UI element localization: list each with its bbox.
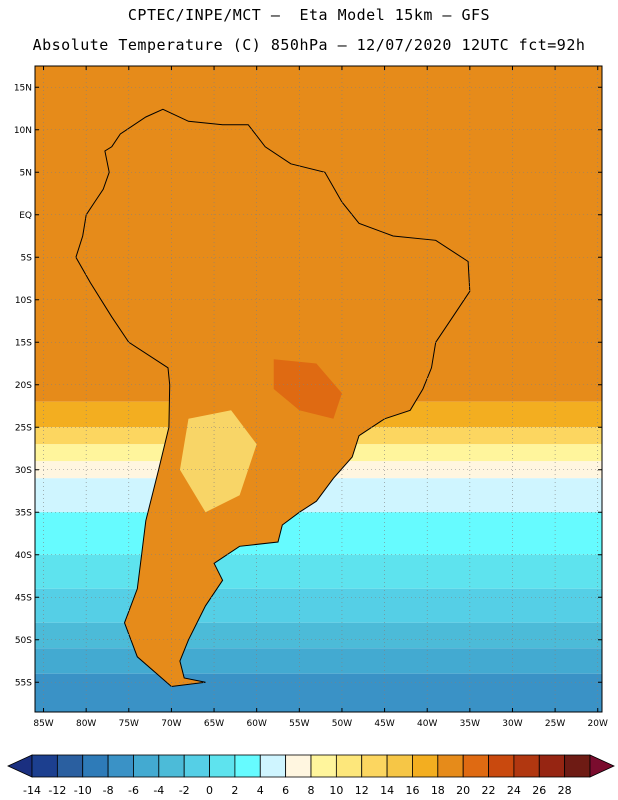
colorbar-label: -10: [74, 784, 92, 797]
lon-tick-label: 75W: [119, 719, 139, 729]
lon-tick-label: 70W: [161, 719, 181, 729]
lat-tick-label: 10N: [14, 126, 32, 136]
colorbar-label: 16: [405, 784, 419, 797]
lon-tick-label: 45W: [374, 719, 394, 729]
colorbar-label: -4: [153, 784, 164, 797]
colorbar-swatch: [538, 754, 566, 778]
lat-tick-label: 20S: [15, 381, 32, 391]
colorbar-label: 28: [558, 784, 572, 797]
colorbar-swatch: [133, 754, 160, 778]
lat-tick-label: 15N: [14, 83, 32, 93]
lon-tick-label: 35W: [460, 719, 480, 729]
lon-tick-label: 60W: [247, 719, 267, 729]
colorbar-swatch: [412, 754, 439, 778]
continent-land-fill: [75, 109, 470, 687]
colorbar-label: -6: [128, 784, 139, 797]
cold-region: [179, 410, 257, 513]
colorbar-swatch: [285, 754, 312, 778]
colorbar-swatch: [488, 754, 515, 778]
lat-tick-label: 5N: [20, 168, 32, 178]
colorbar-swatch: [234, 754, 261, 778]
lat-tick-label: 30S: [15, 466, 32, 476]
temperature-band-10: [35, 648, 602, 674]
colorbar: -14 -12 -10 -8 -6 -4 -2 0 2 4 6 8 10 12 14 16 18 20 22 24 26…: [7, 754, 615, 797]
colorbar-label: -12: [48, 784, 66, 797]
temperature-band-11: [35, 673, 602, 712]
colorbar-label: 20: [456, 784, 470, 797]
colorbar-swatch: [437, 754, 464, 778]
lat-tick-label: 10S: [15, 296, 32, 306]
colorbar-swatch: [310, 754, 337, 778]
colorbar-label: 26: [532, 784, 546, 797]
colorbar-over-triangle: [589, 754, 615, 778]
lat-tick-label: 50S: [15, 636, 32, 646]
colorbar-label: -14: [23, 784, 41, 797]
lat-tick-label: 5S: [21, 253, 33, 263]
colorbar-label: 18: [431, 784, 445, 797]
lat-tick-label: 55S: [15, 678, 32, 688]
lon-tick-label: 25W: [545, 719, 565, 729]
colorbar-label: -8: [103, 784, 114, 797]
colorbar-swatch: [82, 754, 109, 778]
lon-tick-label: 40W: [417, 719, 437, 729]
colorbar-swatch: [513, 754, 540, 778]
colorbar-label: 8: [308, 784, 315, 797]
lon-tick-label: 65W: [204, 719, 224, 729]
lon-tick-label: 30W: [502, 719, 522, 729]
lon-tick-label: 85W: [33, 719, 53, 729]
lat-tick-label: EQ: [19, 211, 32, 221]
colorbar-swatch: [386, 754, 413, 778]
temperature-band-6: [35, 512, 602, 555]
warm-region: [273, 359, 342, 419]
lon-tick-label: 50W: [332, 719, 352, 729]
lat-tick-label: 45S: [15, 593, 32, 603]
colorbar-swatch: [158, 754, 185, 778]
colorbar-label: 4: [257, 784, 264, 797]
colorbar-swatch: [462, 754, 489, 778]
colorbar-swatch: [361, 754, 388, 778]
colorbar-swatch: [183, 754, 210, 778]
lat-tick-label: 25S: [15, 423, 32, 433]
colorbar-swatch: [56, 754, 84, 778]
lat-tick-label: 15S: [15, 338, 32, 348]
map-frame: [34, 65, 603, 713]
colorbar-label: 6: [282, 784, 289, 797]
colorbar-swatch: [564, 754, 591, 778]
colorbar-label: 10: [329, 784, 343, 797]
map-title-line2: Absolute Temperature (C) 850hPa – 12/07/…: [32, 36, 586, 54]
map-title-line1: CPTEC/INPE/MCT – Eta Model 15km – GFS: [127, 6, 491, 24]
temperature-band-7: [35, 554, 602, 589]
temperature-band-9: [35, 622, 602, 649]
lat-tick-label: 40S: [15, 551, 32, 561]
coastline: [75, 108, 471, 688]
lon-tick-label: 80W: [76, 719, 96, 729]
colorbar-label: -2: [179, 784, 190, 797]
colorbar-label: 12: [355, 784, 369, 797]
colorbar-swatch: [209, 754, 236, 778]
colorbar-swatch: [259, 754, 287, 778]
lat-tick-label: 35S: [15, 508, 32, 518]
colorbar-swatch: [107, 754, 134, 778]
colorbar-under-triangle: [7, 754, 33, 778]
colorbar-label: 2: [231, 784, 238, 797]
colorbar-swatch: [31, 754, 58, 778]
colorbar-swatch: [335, 754, 363, 778]
colorbar-label: 24: [507, 784, 521, 797]
colorbar-label: 14: [380, 784, 394, 797]
temperature-band-8: [35, 588, 602, 623]
colorbar-label: 22: [482, 784, 496, 797]
lon-tick-label: 55W: [289, 719, 309, 729]
colorbar-label: 0: [206, 784, 213, 797]
lon-tick-label: 20W: [588, 719, 608, 729]
